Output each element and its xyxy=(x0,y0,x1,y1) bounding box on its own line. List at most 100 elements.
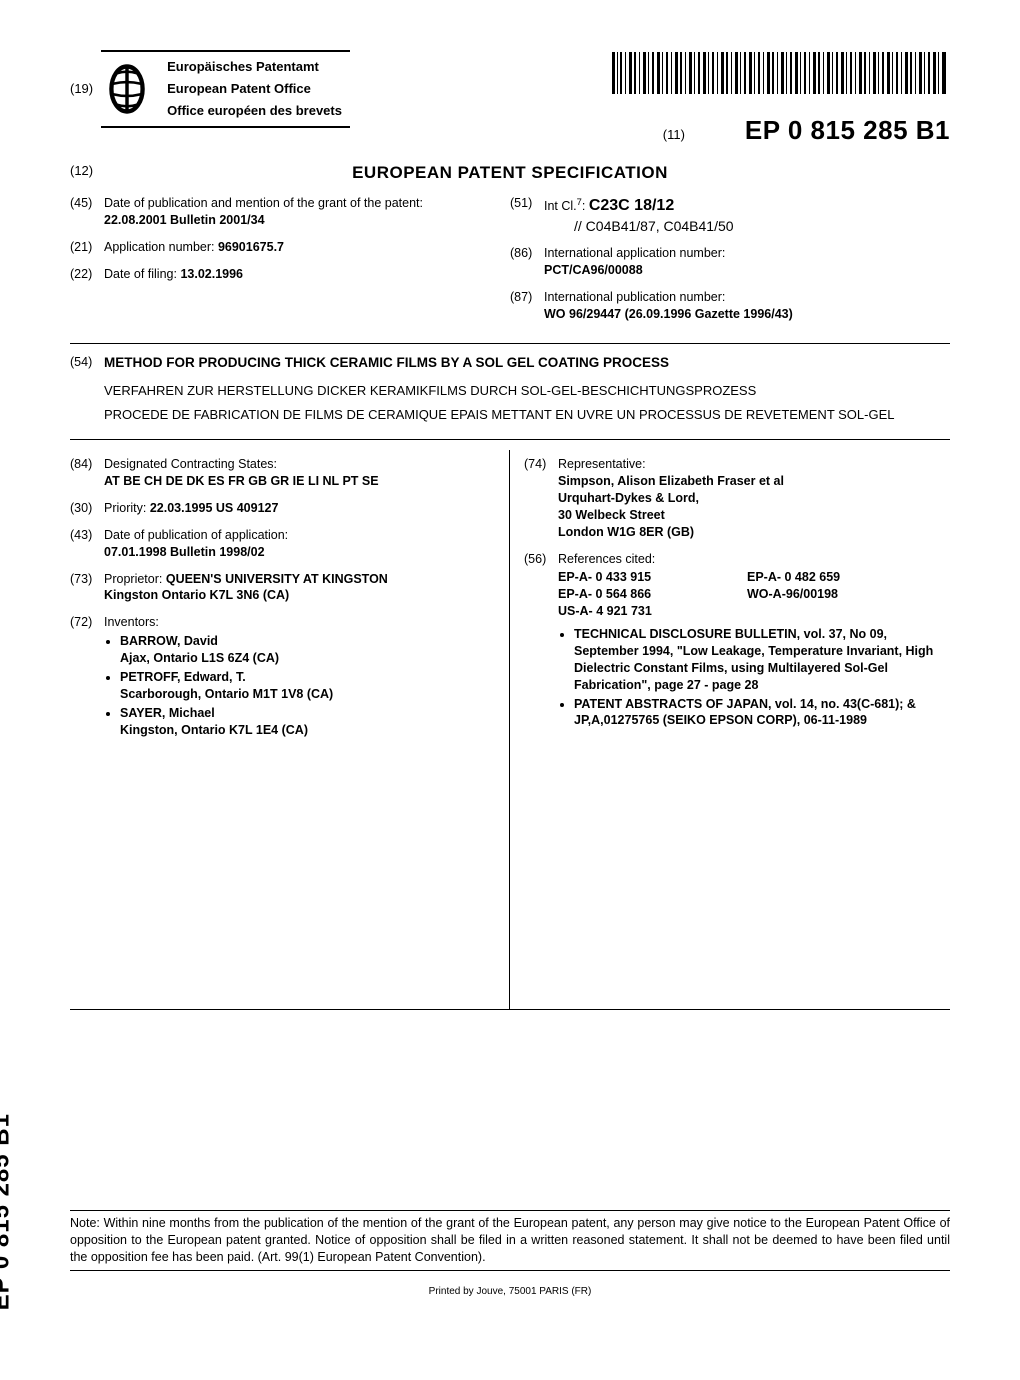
field-86: (86) International application number: P… xyxy=(510,245,936,279)
field-72-label: Inventors: xyxy=(104,614,495,631)
office-logo-box: Europäisches Patentamt European Patent O… xyxy=(101,50,350,128)
publication-number-row: (11) EP 0 815 285 B1 xyxy=(510,113,950,148)
inventor-name: BARROW, David xyxy=(120,633,495,650)
list-item: SAYER, Michael Kingston, Ontario K7L 1E4… xyxy=(120,705,495,739)
spine-pubnum: EP 0 815 285 B1 xyxy=(0,1113,18,1310)
field-30: (30) Priority: 22.03.1995 US 409127 xyxy=(70,500,495,517)
field-73: (73) Proprietor: QUEEN'S UNIVERSITY AT K… xyxy=(70,571,495,605)
field-56-num: (56) xyxy=(524,551,558,732)
field-74-num: (74) xyxy=(524,456,558,540)
ref-patent: US-A- 4 921 731 xyxy=(558,603,747,620)
ref-patent: EP-A- 0 433 915 xyxy=(558,569,747,586)
field-74-label: Representative: xyxy=(558,456,936,473)
field-56: (56) References cited: EP-A- 0 433 915 E… xyxy=(524,551,936,732)
inventor-name: SAYER, Michael xyxy=(120,705,495,722)
title-de: VERFAHREN ZUR HERSTELLUNG DICKER KERAMIK… xyxy=(104,382,950,400)
field-73-num: (73) xyxy=(70,571,104,605)
header: (19) Europäisches Patentamt European Pat… xyxy=(70,50,950,148)
biblio-bottom-right: (74) Representative: Simpson, Alison Eli… xyxy=(510,450,950,1009)
header-right: (11) EP 0 815 285 B1 xyxy=(510,50,950,148)
patent-front-page: (19) Europäisches Patentamt European Pat… xyxy=(0,0,1020,1380)
title-fr: PROCEDE DE FABRICATION DE FILMS DE CERAM… xyxy=(104,406,950,424)
biblio-top: (45) Date of publication and mention of … xyxy=(70,195,950,344)
printer-line: Printed by Jouve, 75001 PARIS (FR) xyxy=(70,1285,950,1299)
field-72-num: (72) xyxy=(70,614,104,740)
ref-npl: PATENT ABSTRACTS OF JAPAN, vol. 14, no. … xyxy=(574,696,936,730)
field-22-num: (22) xyxy=(70,266,104,283)
field-86-label: International application number: xyxy=(544,245,936,262)
field-43-num: (43) xyxy=(70,527,104,561)
field-43-value: 07.01.1998 Bulletin 1998/02 xyxy=(104,544,495,561)
barcode xyxy=(610,50,950,96)
field-12-label: (12) xyxy=(70,162,93,180)
field-54-num: (54) xyxy=(70,354,104,378)
field-84-value: AT BE CH DE DK ES FR GB GR IE LI NL PT S… xyxy=(104,473,495,490)
field-72: (72) Inventors: BARROW, David Ajax, Onta… xyxy=(70,614,495,740)
field-84-num: (84) xyxy=(70,456,104,490)
field-21: (21) Application number: 96901675.7 xyxy=(70,239,496,256)
biblio-bottom: (84) Designated Contracting States: AT B… xyxy=(70,450,950,1010)
field-21-label: Application number: xyxy=(104,240,218,254)
references-npl: TECHNICAL DISCLOSURE BULLETIN, vol. 37, … xyxy=(558,626,936,729)
biblio-top-right: (51) Int Cl.7: C23C 18/12 // C04B41/87, … xyxy=(510,195,950,333)
ref-npl: TECHNICAL DISCLOSURE BULLETIN, vol. 37, … xyxy=(574,626,936,694)
field-43: (43) Date of publication of application:… xyxy=(70,527,495,561)
field-22-label: Date of filing: xyxy=(104,267,180,281)
field-45-value: 22.08.2001 Bulletin 2001/34 xyxy=(104,212,496,229)
opposition-note: Note: Within nine months from the public… xyxy=(70,1210,950,1271)
inventor-list: BARROW, David Ajax, Ontario L1S 6Z4 (CA)… xyxy=(104,633,495,738)
rep-line: London W1G 8ER (GB) xyxy=(558,524,936,541)
publication-number: EP 0 815 285 B1 xyxy=(745,113,950,148)
office-name-fr: Office européen des brevets xyxy=(167,100,342,122)
field-30-value: 22.03.1995 US 409127 xyxy=(150,501,279,515)
list-item: PETROFF, Edward, T. Scarborough, Ontario… xyxy=(120,669,495,703)
field-21-value: 96901675.7 xyxy=(218,240,284,254)
field-84-label: Designated Contracting States: xyxy=(104,456,495,473)
field-19-label: (19) xyxy=(70,80,93,98)
field-86-value: PCT/CA96/00088 xyxy=(544,262,936,279)
field-45-num: (45) xyxy=(70,195,104,229)
references-patents: EP-A- 0 433 915 EP-A- 0 482 659 EP-A- 0 … xyxy=(558,569,936,620)
field-87: (87) International publication number: W… xyxy=(510,289,936,323)
field-43-label: Date of publication of application: xyxy=(104,527,495,544)
field-73-name: QUEEN'S UNIVERSITY AT KINGSTON xyxy=(166,572,388,586)
biblio-top-left: (45) Date of publication and mention of … xyxy=(70,195,510,333)
field-56-label: References cited: xyxy=(558,551,936,568)
header-left: (19) Europäisches Patentamt European Pat… xyxy=(70,50,510,128)
office-names: Europäisches Patentamt European Patent O… xyxy=(167,56,342,122)
field-51-sup: 7 xyxy=(577,197,582,207)
ref-patent xyxy=(747,603,936,620)
field-73-label: Proprietor: xyxy=(104,572,166,586)
field-51: (51) Int Cl.7: C23C 18/12 // C04B41/87, … xyxy=(510,195,936,235)
field-87-value: WO 96/29447 (26.09.1996 Gazette 1996/43) xyxy=(544,306,936,323)
field-87-label: International publication number: xyxy=(544,289,936,306)
field-74: (74) Representative: Simpson, Alison Eli… xyxy=(524,456,936,540)
field-87-num: (87) xyxy=(510,289,544,323)
list-item: BARROW, David Ajax, Ontario L1S 6Z4 (CA) xyxy=(120,633,495,667)
office-name-en: European Patent Office xyxy=(167,78,342,100)
inventor-addr: Ajax, Ontario L1S 6Z4 (CA) xyxy=(120,650,495,667)
field-21-num: (21) xyxy=(70,239,104,256)
inventor-name: PETROFF, Edward, T. xyxy=(120,669,495,686)
ref-patent: EP-A- 0 564 866 xyxy=(558,586,747,603)
field-22-value: 13.02.1996 xyxy=(180,267,243,281)
rep-line: Simpson, Alison Elizabeth Fraser et al xyxy=(558,473,936,490)
document-kind: EUROPEAN PATENT SPECIFICATION xyxy=(352,163,668,182)
field-45-label: Date of publication and mention of the g… xyxy=(104,195,496,212)
field-51-main: C23C 18/12 xyxy=(589,197,674,214)
field-84: (84) Designated Contracting States: AT B… xyxy=(70,456,495,490)
ref-patent: WO-A-96/00198 xyxy=(747,586,936,603)
title-en: METHOD FOR PRODUCING THICK CERAMIC FILMS… xyxy=(104,354,950,372)
section-54-title: (54) METHOD FOR PRODUCING THICK CERAMIC … xyxy=(70,354,950,440)
field-51-num: (51) xyxy=(510,195,544,235)
office-name-de: Europäisches Patentamt xyxy=(167,56,342,78)
rep-line: 30 Welbeck Street xyxy=(558,507,936,524)
field-45: (45) Date of publication and mention of … xyxy=(70,195,496,229)
field-30-label: Priority: xyxy=(104,501,150,515)
inventor-addr: Kingston, Ontario K7L 1E4 (CA) xyxy=(120,722,495,739)
field-51-label: Int Cl. xyxy=(544,199,577,213)
field-73-addr: Kingston Ontario K7L 3N6 (CA) xyxy=(104,587,495,604)
field-11-label: (11) xyxy=(663,126,685,144)
field-22: (22) Date of filing: 13.02.1996 xyxy=(70,266,496,283)
inventor-addr: Scarborough, Ontario M1T 1V8 (CA) xyxy=(120,686,495,703)
